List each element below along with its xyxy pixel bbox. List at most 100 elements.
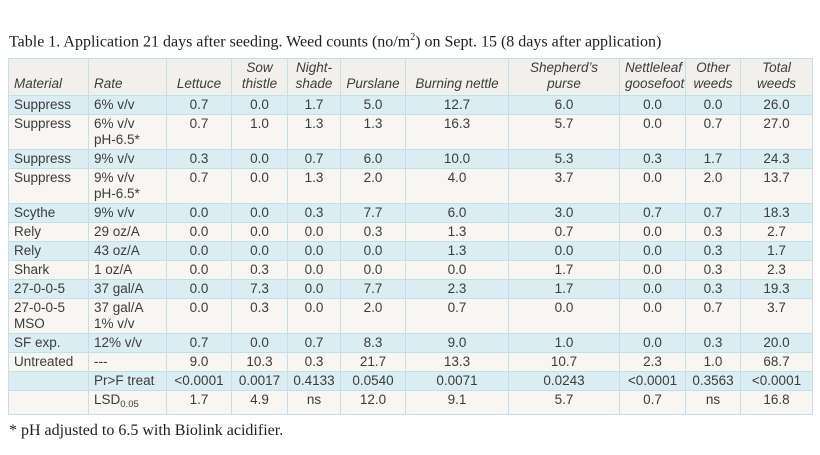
value-cell: 1.3	[340, 114, 406, 151]
value-cell: 0.7	[685, 298, 741, 335]
value-cell: 2.0	[340, 298, 406, 335]
value-cell: 10.7	[508, 352, 620, 373]
rate-cell: 9% v/v	[88, 149, 167, 170]
value-cell: 0.3	[166, 149, 232, 170]
value-cell: 5.0	[340, 95, 406, 116]
table-row: Scythe 9% v/v 0.0 0.0 0.3 7.7 6.0 3.0 0.7 0.7 18.3	[8, 203, 813, 224]
value-cell: 1.3	[405, 222, 509, 243]
document-page: Table 1. Application 21 days after seedi…	[8, 32, 813, 439]
value-cell: 0.0	[508, 241, 620, 262]
rate-cell: 9% v/v pH-6.5*	[88, 168, 167, 205]
value-cell: 2.7	[740, 222, 813, 243]
superscript-2: 2	[410, 32, 416, 43]
value-cell: 6.0	[405, 203, 509, 224]
value-cell: 0.0	[166, 241, 232, 262]
value-cell: 0.0	[166, 222, 232, 243]
value-cell: 19.3	[740, 279, 813, 300]
value-cell: 18.3	[740, 203, 813, 224]
material-cell: 27-0-0-5 MSO	[8, 298, 89, 335]
value-cell: 0.4133	[287, 371, 341, 392]
value-cell: 0.0	[287, 279, 341, 300]
value-cell: 0.7	[685, 203, 741, 224]
table-header: Material Rate Lettuce Sow thistle Night- sha…	[8, 58, 813, 97]
value-cell: 0.7	[508, 222, 620, 243]
value-cell: 26.0	[740, 95, 813, 116]
value-cell: 4.9	[231, 390, 288, 416]
value-cell: 0.0	[287, 241, 341, 262]
value-cell: 16.8	[740, 390, 813, 416]
value-cell: 6.0	[340, 149, 406, 170]
value-cell: 9.0	[405, 333, 509, 354]
value-cell: 0.7	[166, 168, 232, 205]
value-cell: 0.0071	[405, 371, 509, 392]
material-cell: Untreated	[8, 352, 89, 373]
table-row: LSD0.05 1.7 4.9 ns 12.0 9.1 5.7 0.7 ns 16.8	[8, 390, 813, 416]
rate-cell: 9% v/v	[88, 203, 167, 224]
value-cell: 0.0	[685, 95, 741, 116]
value-cell: <0.0001	[166, 371, 232, 392]
material-cell	[8, 371, 89, 392]
value-cell: 0.7	[619, 203, 686, 224]
table-row: 27-0-0-5 MSO 37 gal/A 1% v/v 0.0 0.3 0.0 2.0 0…	[8, 298, 813, 335]
rate-cell: 43 oz/A	[88, 241, 167, 262]
value-cell: 0.7	[619, 390, 686, 416]
column-header: Nettleleaf goosefoot	[619, 58, 686, 97]
value-cell: 0.0	[231, 333, 288, 354]
value-cell: 21.7	[340, 352, 406, 373]
value-cell: 0.0	[619, 298, 686, 335]
value-cell: 0.0	[508, 298, 620, 335]
value-cell: 0.0	[340, 260, 406, 281]
value-cell: 0.0	[166, 260, 232, 281]
value-cell: 10.0	[405, 149, 509, 170]
material-cell: SF exp.	[8, 333, 89, 354]
lsd-subscript: 0.05	[120, 399, 139, 411]
value-cell: 0.0	[619, 333, 686, 354]
value-cell: 0.0	[287, 222, 341, 243]
value-cell: 0.0	[287, 260, 341, 281]
value-cell: 1.7	[287, 95, 341, 116]
value-cell: 7.3	[231, 279, 288, 300]
value-cell: 0.3	[685, 222, 741, 243]
column-header: Lettuce	[166, 58, 232, 97]
value-cell: 0.7	[166, 95, 232, 116]
value-cell: 4.0	[405, 168, 509, 205]
value-cell: 9.1	[405, 390, 509, 416]
value-cell: 1.7	[508, 279, 620, 300]
value-cell: 0.0	[231, 222, 288, 243]
value-cell: 8.3	[340, 333, 406, 354]
value-cell: 1.7	[685, 149, 741, 170]
value-cell: 3.7	[740, 298, 813, 335]
value-cell: 0.0	[619, 168, 686, 205]
value-cell: 3.0	[508, 203, 620, 224]
value-cell: 0.3	[340, 222, 406, 243]
value-cell: 0.0	[619, 95, 686, 116]
material-cell: Suppress	[8, 149, 89, 170]
table-row: SF exp. 12% v/v 0.7 0.0 0.7 8.3 9.0 1.0 0.0 0.3 20…	[8, 333, 813, 354]
value-cell: 13.3	[405, 352, 509, 373]
value-cell: 0.7	[287, 149, 341, 170]
rate-cell: 37 gal/A	[88, 279, 167, 300]
value-cell: 1.0	[231, 114, 288, 151]
value-cell: 7.7	[340, 279, 406, 300]
value-cell: 0.3	[685, 260, 741, 281]
lsd-label: LSD	[94, 392, 121, 408]
rate-cell: 6% v/v pH-6.5*	[88, 114, 167, 151]
value-cell: 2.0	[340, 168, 406, 205]
value-cell: 0.0	[619, 260, 686, 281]
value-cell: 1.7	[740, 241, 813, 262]
table-row: 27-0-0-5 37 gal/A 0.0 7.3 0.0 7.7 2.3 1.7 0.0 0.3…	[8, 279, 813, 300]
table-row: Suppress 9% v/v pH-6.5* 0.7 0.0 1.3 2.0 4.0 3.7…	[8, 168, 813, 205]
value-cell: 0.0	[166, 279, 232, 300]
value-cell: 1.3	[287, 114, 341, 151]
table-row: Untreated --- 9.0 10.3 0.3 21.7 13.3 10.7 2.3 1.0…	[8, 352, 813, 373]
value-cell: 12.0	[340, 390, 406, 416]
material-cell: Suppress	[8, 168, 89, 205]
material-cell: Scythe	[8, 203, 89, 224]
value-cell: 0.3	[287, 352, 341, 373]
column-header: Night- shade	[287, 58, 341, 97]
column-header: Shepherd’s purse	[508, 58, 620, 97]
value-cell: 1.7	[166, 390, 232, 416]
rate-cell: 1 oz/A	[88, 260, 167, 281]
value-cell: 0.0	[231, 95, 288, 116]
rate-cell: 12% v/v	[88, 333, 167, 354]
